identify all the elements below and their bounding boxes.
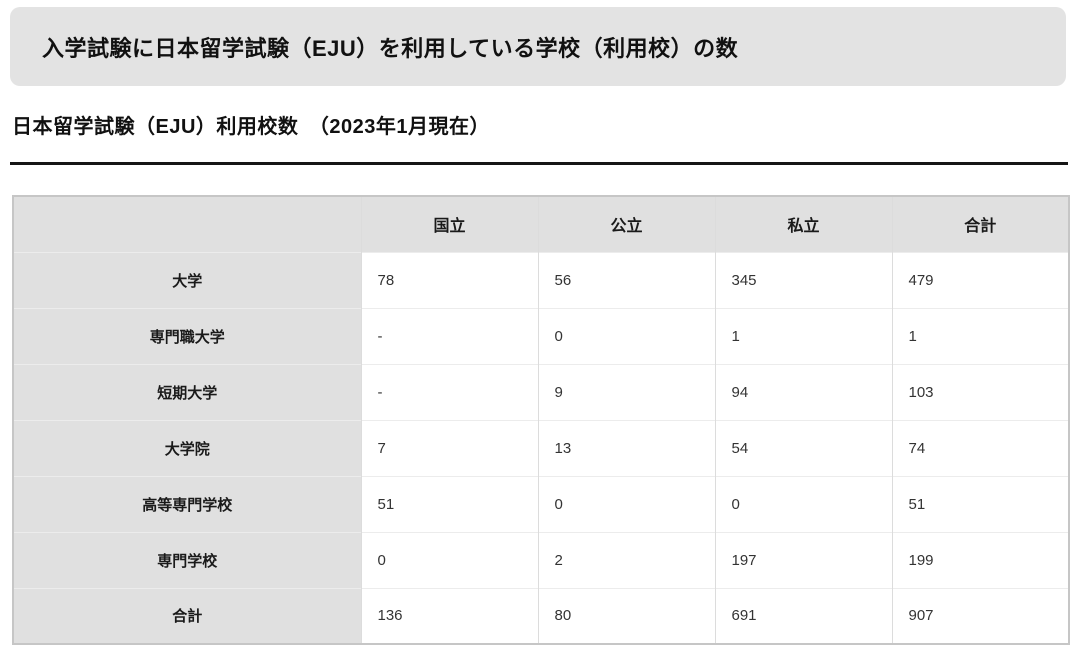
- table-cell: 0: [537, 307, 715, 364]
- table-cell: 1: [891, 307, 1069, 364]
- table-cell: 136: [360, 587, 538, 644]
- table-cell: 9: [537, 363, 715, 420]
- table-header-row: 国立 公立 私立 合計: [12, 195, 1069, 252]
- table-row: 大学院 7 13 54 74: [12, 419, 1069, 476]
- eju-usage-table: 国立 公立 私立 合計 大学 78 56 345 479 専門職大学 - 0 1…: [12, 195, 1070, 645]
- table-cell: 7: [360, 419, 538, 476]
- corner-cell: [12, 195, 361, 252]
- table-cell: 199: [891, 531, 1069, 588]
- table-cell: 0: [714, 475, 892, 532]
- table-cell: 51: [891, 475, 1069, 532]
- table-cell: 1: [714, 307, 892, 364]
- table-cell: 54: [714, 419, 892, 476]
- table-cell: 51: [360, 475, 538, 532]
- page-banner: 入学試験に日本留学試験（EJU）を利用している学校（利用校）の数: [10, 7, 1066, 86]
- table-cell: 197: [714, 531, 892, 588]
- divider-rule: [10, 162, 1068, 165]
- column-header-private: 私立: [714, 195, 892, 252]
- column-header-public: 公立: [537, 195, 715, 252]
- table-row: 専門学校 0 2 197 199: [12, 531, 1069, 588]
- column-header-national: 国立: [360, 195, 538, 252]
- table-cell: 691: [714, 587, 892, 644]
- table-cell: 345: [714, 251, 892, 308]
- row-label: 大学: [12, 251, 361, 308]
- row-label: 高等専門学校: [12, 475, 361, 532]
- table-cell: 94: [714, 363, 892, 420]
- table-row-total: 合計 136 80 691 907: [12, 587, 1069, 644]
- table-cell: 103: [891, 363, 1069, 420]
- table-cell: 80: [537, 587, 715, 644]
- table-row: 高等専門学校 51 0 0 51: [12, 475, 1069, 532]
- table-cell: 0: [537, 475, 715, 532]
- row-label: 大学院: [12, 419, 361, 476]
- section-title: 日本留学試験（EJU）利用校数 （2023年1月現在）: [12, 116, 491, 138]
- table-cell: -: [360, 307, 538, 364]
- table-cell: 13: [537, 419, 715, 476]
- table-cell: 74: [891, 419, 1069, 476]
- table-cell: 907: [891, 587, 1069, 644]
- row-label: 専門職大学: [12, 307, 361, 364]
- table-row: 専門職大学 - 0 1 1: [12, 307, 1069, 364]
- table-row: 大学 78 56 345 479: [12, 251, 1069, 308]
- column-header-total: 合計: [891, 195, 1069, 252]
- table-cell: 78: [360, 251, 538, 308]
- row-label: 専門学校: [12, 531, 361, 588]
- row-label: 短期大学: [12, 363, 361, 420]
- table-cell: 56: [537, 251, 715, 308]
- table-cell: -: [360, 363, 538, 420]
- row-label: 合計: [12, 587, 361, 644]
- table-cell: 2: [537, 531, 715, 588]
- table-row: 短期大学 - 9 94 103: [12, 363, 1069, 420]
- table-cell: 479: [891, 251, 1069, 308]
- table-cell: 0: [360, 531, 538, 588]
- page-title: 入学試験に日本留学試験（EJU）を利用している学校（利用校）の数: [42, 35, 739, 61]
